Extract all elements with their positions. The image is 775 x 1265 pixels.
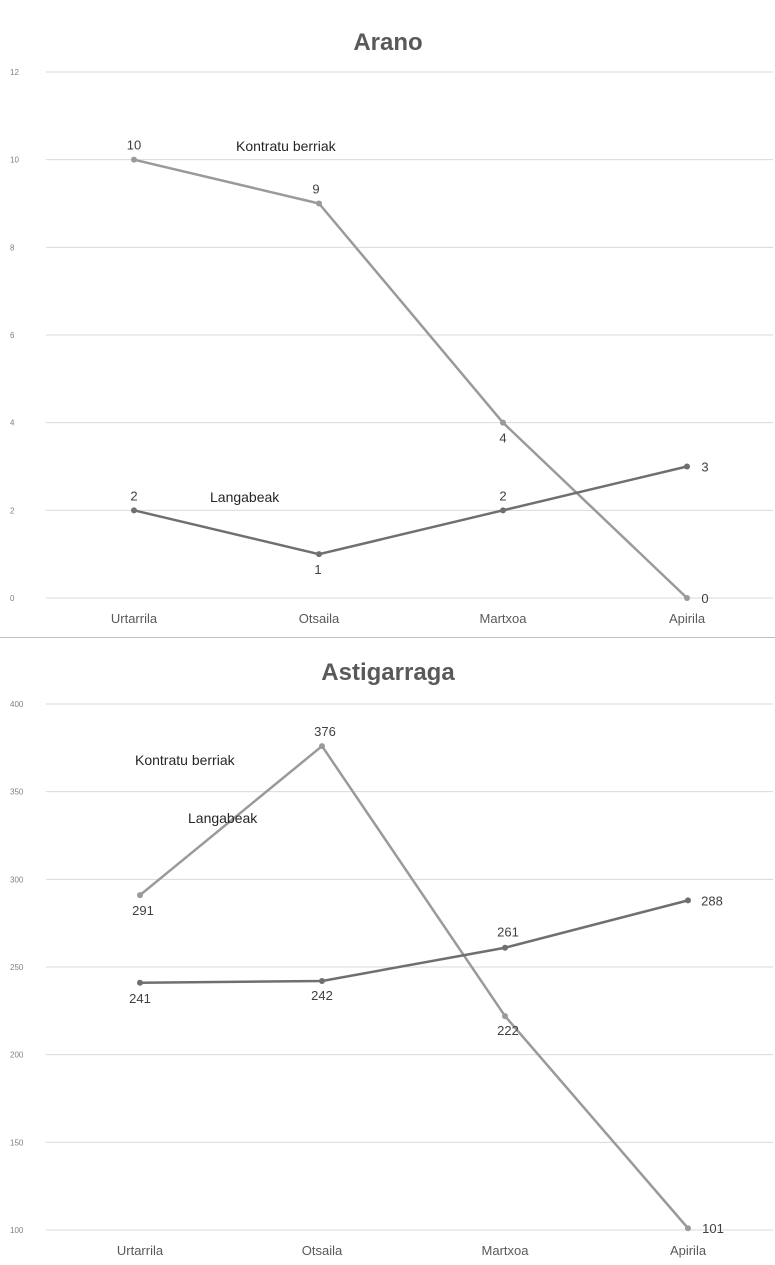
chart-1: Astigarraga 100 150 200 250 300 350 400 Urtarril… (10, 659, 773, 1258)
series-line-kontratu-berriak (139, 744, 689, 1230)
data-point-kontratu-berriak (502, 1013, 508, 1020)
x-tick-label: Apirila (670, 1243, 707, 1258)
data-label-langabeak: 2 (499, 488, 506, 503)
y-tick-label: 200 (10, 1051, 24, 1060)
x-tick-label: Urtarrila (111, 611, 158, 626)
data-point-langabeak (137, 979, 143, 986)
data-label-kontratu-berriak: 101 (702, 1221, 724, 1236)
data-label-kontratu-berriak: 0 (701, 591, 708, 606)
x-tick-label: Otsaila (302, 1243, 343, 1258)
series-line-langabeak (133, 465, 688, 556)
data-label-langabeak: 2 (130, 488, 137, 503)
x-tick-label: Otsaila (299, 611, 340, 626)
data-label-langabeak: 261 (497, 925, 519, 940)
y-tick-label: 400 (10, 700, 24, 709)
y-tick-label: 2 (10, 506, 15, 515)
y-tick-label: 6 (10, 331, 15, 340)
y-tick-label: 150 (10, 1138, 24, 1147)
data-point-kontratu-berriak (684, 595, 690, 601)
data-point-kontratu-berriak (500, 419, 506, 426)
data-label-kontratu-berriak: 10 (127, 138, 141, 153)
series-line-langabeak (139, 899, 689, 985)
data-label-langabeak: 1 (314, 562, 321, 577)
data-point-langabeak (500, 507, 506, 514)
series-label-kontratu-berriak: Kontratu berriak (135, 752, 236, 768)
y-tick-label: 12 (10, 68, 19, 77)
chart-title: Arano (353, 29, 422, 56)
chart-title: Astigarraga (321, 659, 455, 686)
series-label-kontratu-berriak: Kontratu berriak (236, 138, 337, 154)
x-tick-label: Apirila (669, 611, 706, 626)
data-label-kontratu-berriak: 222 (497, 1023, 519, 1038)
x-tick-label: Urtarrila (117, 1243, 164, 1258)
series-line-kontratu-berriak (133, 158, 688, 599)
y-tick-label: 100 (10, 1226, 24, 1235)
y-tick-label: 8 (10, 243, 15, 252)
y-tick-label: 350 (10, 788, 24, 797)
data-point-kontratu-berriak (131, 156, 137, 163)
data-point-kontratu-berriak (319, 743, 325, 750)
data-point-langabeak (684, 463, 690, 470)
y-tick-label: 300 (10, 875, 24, 884)
data-label-langabeak: 242 (311, 988, 333, 1003)
y-tick-label: 4 (10, 419, 15, 428)
series-label-langabeak: Langabeak (188, 810, 258, 826)
y-tick-label: 250 (10, 963, 24, 972)
data-label-kontratu-berriak: 9 (312, 182, 319, 197)
data-label-langabeak: 288 (701, 893, 723, 908)
data-point-kontratu-berriak (685, 1225, 691, 1232)
y-tick-label: 0 (10, 594, 15, 603)
x-tick-label: Martxoa (482, 1243, 530, 1258)
data-label-langabeak: 241 (129, 991, 151, 1006)
data-point-langabeak (319, 978, 325, 985)
x-tick-label: Martxoa (480, 611, 528, 626)
data-label-kontratu-berriak: 291 (132, 903, 154, 918)
data-point-langabeak (131, 507, 137, 514)
data-label-kontratu-berriak: 376 (314, 724, 336, 739)
data-label-kontratu-berriak: 4 (499, 431, 506, 446)
series-label-langabeak: Langabeak (210, 489, 280, 505)
data-point-kontratu-berriak (137, 892, 143, 899)
y-tick-label: 10 (10, 156, 19, 165)
data-point-langabeak (685, 897, 691, 904)
data-point-kontratu-berriak (316, 200, 322, 207)
data-point-langabeak (502, 944, 508, 951)
data-point-langabeak (316, 551, 322, 558)
data-label-langabeak: 3 (701, 460, 708, 475)
